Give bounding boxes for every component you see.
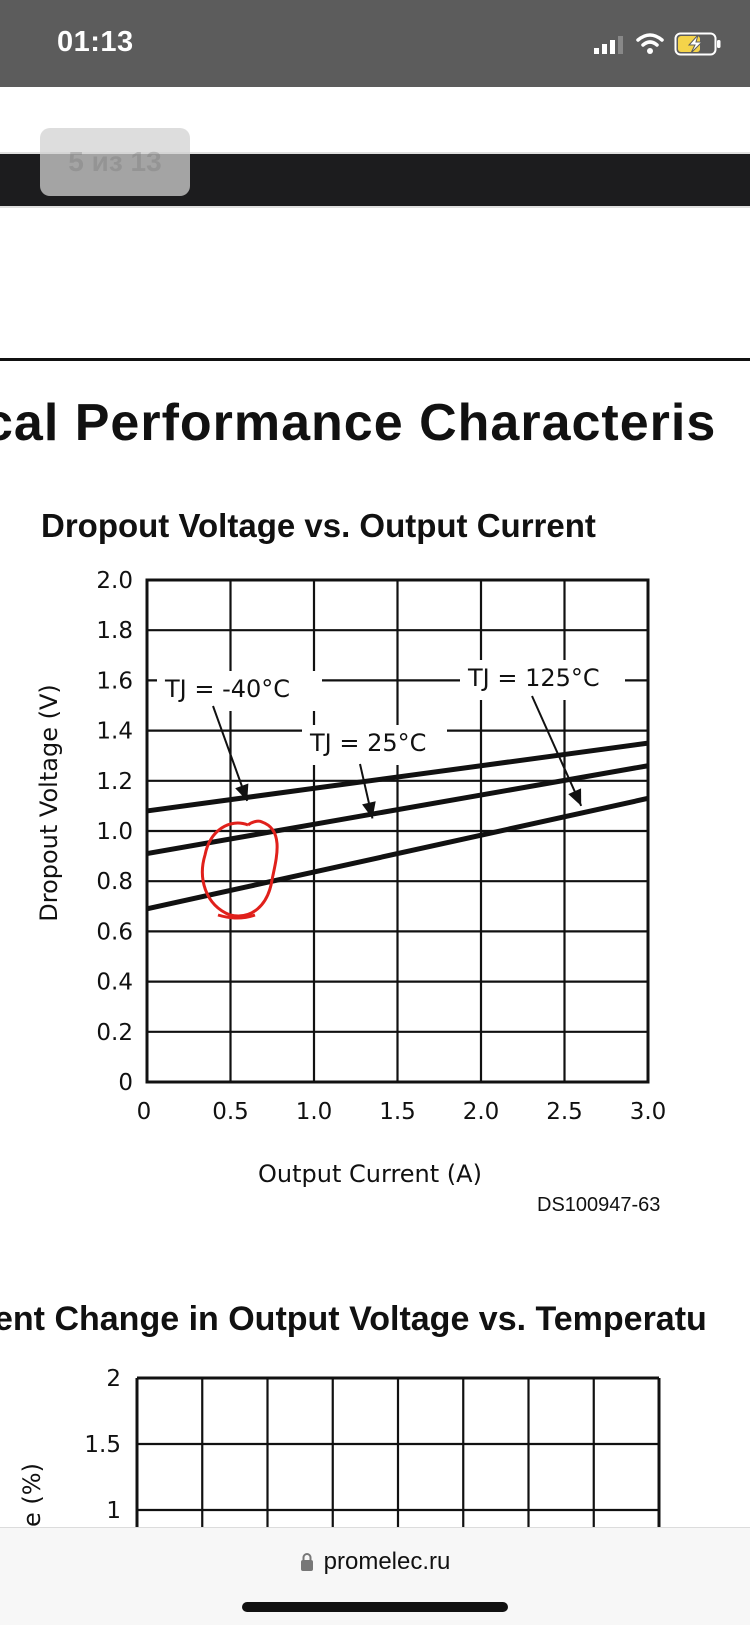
leader-line (212, 705, 249, 802)
x-tick-label: 2.5 (546, 1099, 583, 1125)
chart2-y-tick: 2 (106, 1366, 121, 1392)
y-tick-label: 1.2 (96, 769, 133, 795)
chart2-grid (135, 1376, 661, 1527)
series-line-1 (146, 763, 649, 857)
status-icons (594, 30, 722, 58)
curve-label-group-0: TJ = -40°C (157, 671, 322, 802)
y-tick-label: 1.8 (96, 618, 133, 644)
y-tick-label: 2.0 (96, 568, 133, 594)
curve-label-group-2: TJ = 125°C (460, 660, 625, 807)
chart-annotations: TJ = -40°C TJ = 25°C TJ = 125°C (157, 660, 625, 819)
series-line-0 (146, 740, 649, 814)
leader-arrowhead (362, 801, 376, 819)
chart-title: Dropout Voltage vs. Output Current (41, 507, 596, 544)
lock-icon (300, 1553, 313, 1571)
curve-label: TJ = -40°C (164, 675, 290, 703)
x-axis-label: Output Current (A) (258, 1160, 482, 1188)
x-tick-label: 1.0 (296, 1099, 333, 1125)
home-indicator[interactable] (242, 1602, 508, 1612)
red-circle-tail (217, 913, 256, 920)
section-title: cal Performance Characteris (0, 394, 717, 452)
y-axis-label: Dropout Voltage (V) (35, 684, 63, 921)
x-tick-label: 0.5 (212, 1099, 249, 1125)
leader-arrowhead (568, 788, 582, 806)
y-tick-label: 0.4 (96, 970, 133, 996)
y-tick-label: 1.4 (96, 719, 133, 745)
y-tick-label: 0.8 (96, 869, 133, 895)
url-display[interactable]: promelec.ru (0, 1548, 750, 1576)
chart2-y-tick: 1 (106, 1498, 121, 1524)
battery-charging-icon (674, 32, 721, 56)
y-tick-label: 0 (118, 1070, 133, 1096)
section-divider (0, 358, 750, 361)
x-tick-label: 0 (137, 1099, 152, 1125)
leader-line (531, 695, 583, 807)
status-bar: 01:13 (0, 0, 750, 87)
output-voltage-temperature-chart-partial: 2 1.5 1 e (%) (18, 1366, 661, 1527)
x-tick-label: 2.0 (463, 1099, 500, 1125)
y-tick-label: 0.2 (96, 1020, 133, 1046)
leader-arrowhead (235, 783, 249, 801)
y-tick-label: 0.6 (96, 919, 133, 945)
url-text: promelec.ru (323, 1548, 451, 1575)
x-tick-label: 3.0 (630, 1099, 667, 1125)
chart2-y-tick: 1.5 (84, 1432, 121, 1458)
chart-ticks: 0 0.5 1.0 1.5 2.0 2.5 3.0 0 0.2 0.4 0.6 0.8 1.0 1.2 1.… (96, 568, 666, 1125)
y-tick-label: 1.0 (96, 819, 133, 845)
curve-label: TJ = 125°C (467, 664, 600, 692)
curve-label-group-1: TJ = 25°C (302, 725, 447, 819)
dropout-voltage-chart: 0 0.5 1.0 1.5 2.0 2.5 3.0 0 0.2 0.4 0.6 0.8 1.0 1.2 1.… (35, 568, 666, 1188)
page-counter-badge: 5 из 13 (40, 128, 190, 196)
chart-grid (145, 578, 650, 1084)
chart-series (146, 740, 649, 912)
curve-label-bg (157, 671, 322, 711)
curve-label: TJ = 25°C (309, 729, 426, 757)
section-title-2: ent Change in Output Voltage vs. Tempera… (0, 1300, 707, 1338)
cellular-signal-icon (594, 36, 623, 54)
chart-code: DS100947-63 (537, 1194, 661, 1216)
browser-bottom-bar[interactable]: promelec.ru (0, 1527, 750, 1625)
y-tick-label: 1.6 (96, 668, 133, 694)
curve-label-bg (302, 725, 447, 765)
series-line-2 (146, 795, 649, 912)
wifi-icon (636, 33, 664, 54)
chart2-y-axis-label: e (%) (18, 1463, 46, 1527)
curve-label-bg (460, 660, 625, 700)
status-time: 01:13 (57, 26, 134, 58)
red-circle-annotation (200, 819, 279, 918)
x-tick-label: 1.5 (379, 1099, 416, 1125)
